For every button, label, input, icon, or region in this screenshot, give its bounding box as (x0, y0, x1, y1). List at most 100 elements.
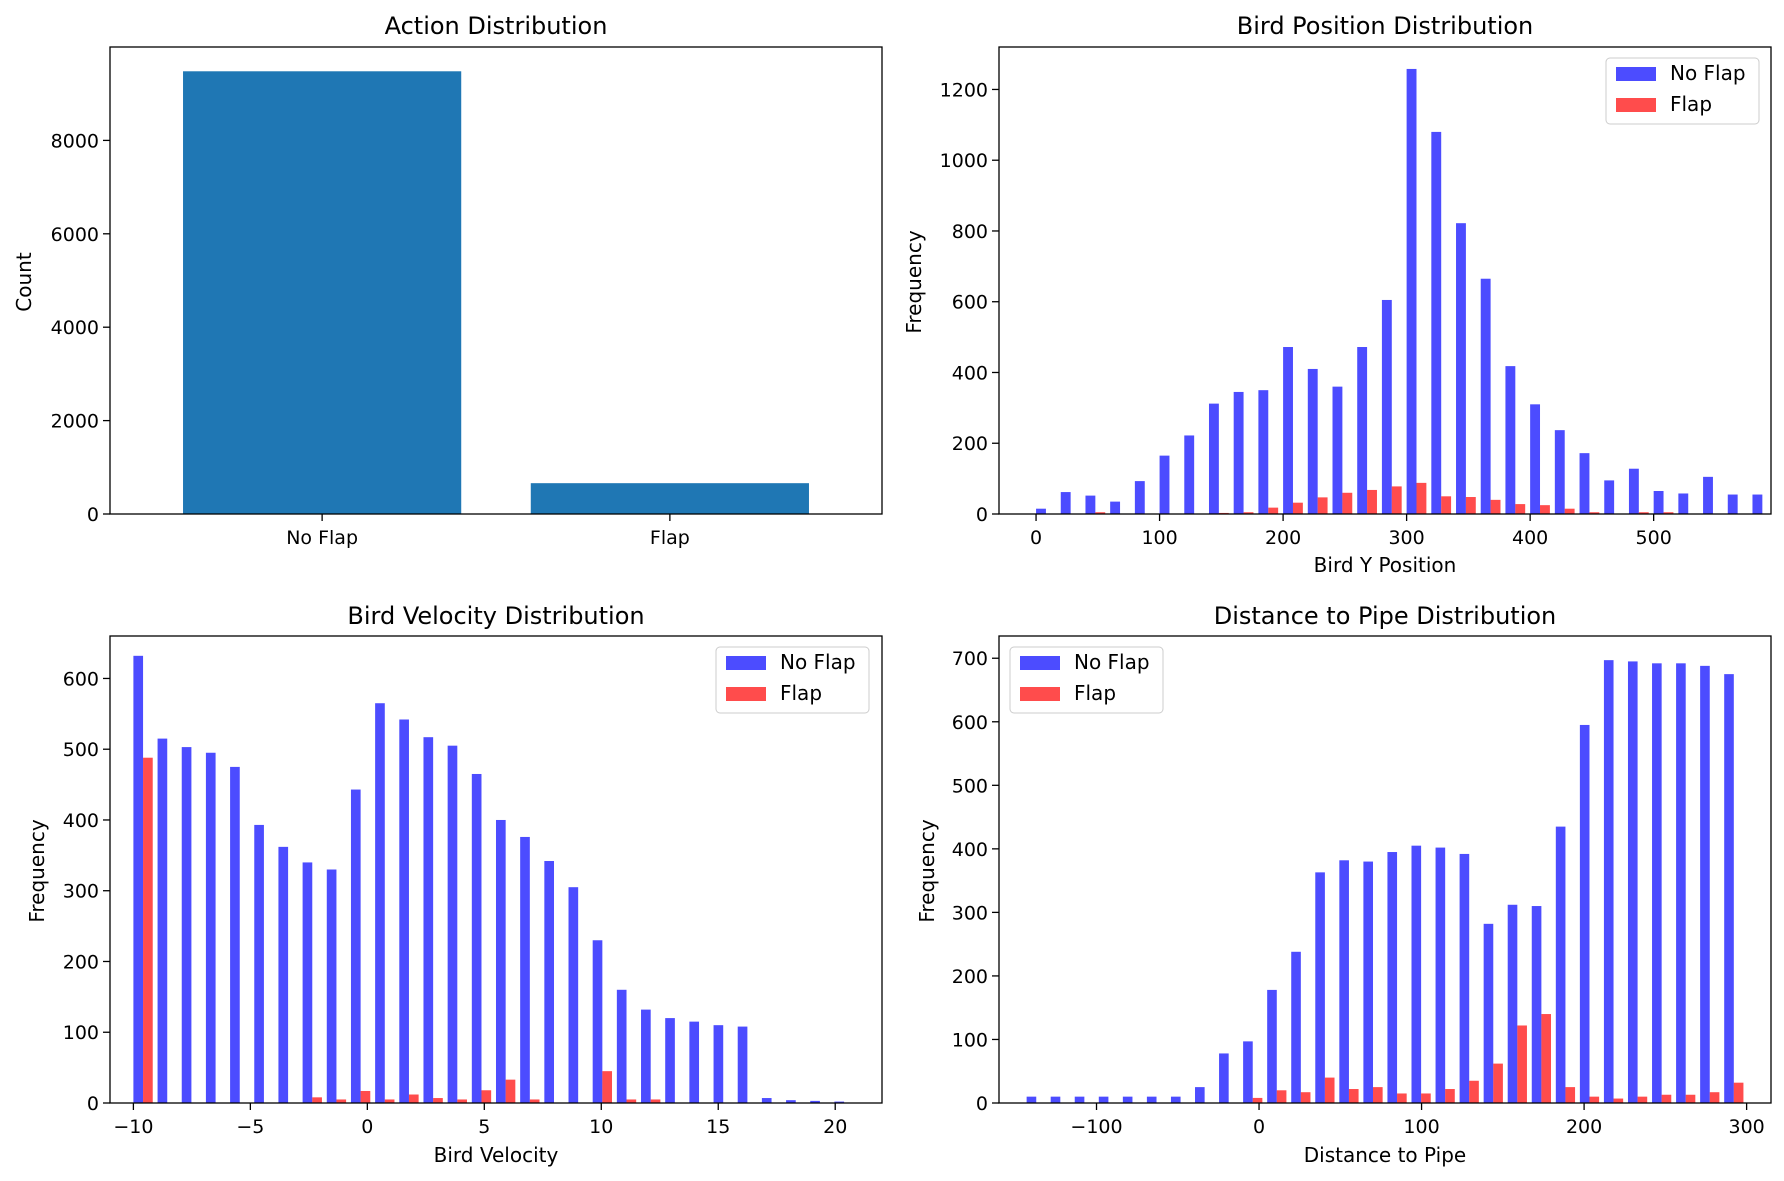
bar-flap (1300, 1092, 1311, 1103)
panel-title: Action Distribution (385, 12, 608, 40)
bar-flap (1441, 496, 1452, 514)
y-tick-label: 600 (63, 668, 99, 690)
x-tick-label: −5 (236, 1116, 264, 1138)
bar-flap (1391, 486, 1402, 514)
y-axis-label: Count (12, 252, 36, 312)
panel-title: Bird Position Distribution (1237, 12, 1534, 40)
y-tick-label: 0 (87, 1093, 99, 1115)
bar-no-flap (1483, 923, 1494, 1103)
y-tick-label: 300 (63, 881, 99, 903)
action-distribution-panel: Action Distribution Count 0 2000 4000 6000 8… (12, 12, 883, 549)
bar-no-flap (1431, 131, 1442, 514)
y-tick-label: 100 (952, 1029, 988, 1051)
bar-flap (384, 1099, 395, 1103)
bar-no-flap (1060, 492, 1071, 514)
bar-no-flap (1752, 494, 1763, 514)
bar-no-flap (1026, 1096, 1037, 1103)
bar-flap (408, 1094, 419, 1103)
bar-no-flap (1233, 391, 1244, 514)
bar-no-flap (471, 773, 482, 1103)
bar-flap (1661, 1094, 1672, 1103)
bar-no-flap (1628, 468, 1639, 514)
bar-flap (1252, 1097, 1263, 1103)
bar-no-flap (1110, 501, 1121, 514)
x-axis-label: Bird Velocity (434, 1143, 559, 1167)
y-tick-label: 300 (952, 902, 988, 924)
bar-no-flap (326, 869, 337, 1103)
legend-swatch-flap (1020, 687, 1060, 701)
bird-position-distribution-panel: Bird Position Distribution Frequency Bir… (902, 12, 1772, 577)
bar-no-flap (1555, 826, 1566, 1103)
bar-flap (1613, 1098, 1624, 1103)
bar-flap (1243, 512, 1254, 514)
bar-no-flap (1678, 493, 1689, 514)
bar-no-flap (1159, 455, 1170, 514)
bar-flap (1565, 1087, 1576, 1103)
bar-flap (336, 1099, 347, 1103)
y-axis-label: Frequency (902, 230, 926, 333)
bar-no-flap (1459, 853, 1470, 1103)
bar-no-flap (592, 940, 603, 1103)
bar-no-flap (423, 737, 434, 1103)
bar-no-flap (1381, 299, 1392, 514)
bar-flap (529, 1099, 540, 1103)
y-axis-label: Frequency (915, 819, 939, 922)
y-tick-label: 600 (952, 292, 988, 314)
bar-no-flap (689, 1021, 700, 1103)
bar-flap (1324, 1077, 1335, 1103)
legend: No Flap Flap (1605, 57, 1760, 125)
y-tick-label: 200 (952, 966, 988, 988)
bar-no-flap (133, 655, 144, 1103)
bar-no-flap (834, 1101, 845, 1103)
bar-no-flap (713, 1025, 724, 1103)
bar-flap (1685, 1094, 1696, 1103)
bar-no-flap (1122, 1096, 1133, 1103)
bar-flap (1465, 497, 1476, 514)
bar-no-flap (302, 862, 313, 1103)
bar-flap (1493, 1063, 1503, 1103)
bar-flap (1421, 1093, 1431, 1103)
bar-flap (1292, 502, 1303, 514)
y-tick-label: 0 (87, 504, 99, 526)
plot-marks: 0 100 200 300 400 500 600 700 −100 0 100 200 300 (952, 648, 1765, 1138)
bar-no-flap (1208, 403, 1219, 514)
bar-no-flap (1387, 852, 1398, 1103)
x-tick-label: Flap (650, 527, 690, 549)
bar-no-flap (1411, 845, 1422, 1103)
bar-no-flap (1406, 68, 1417, 514)
bar-flap (1469, 1080, 1479, 1103)
bar-no-flap (1703, 476, 1713, 514)
bar-flap (1589, 512, 1600, 514)
legend: No Flap Flap (1009, 646, 1164, 714)
plot-marks: 0 100 200 300 400 500 600 −10 −5 0 5 10 15 20 (63, 655, 847, 1138)
bar-no-flap (786, 1100, 796, 1103)
bar-no-flap (810, 1100, 820, 1103)
bar-no-flap (157, 738, 168, 1103)
x-tick-label: 15 (706, 1116, 730, 1138)
x-tick-label: 0 (1253, 1116, 1265, 1138)
bar-no-flap (1676, 663, 1686, 1103)
bar-no-flap (1357, 347, 1368, 514)
y-tick-label: 0 (976, 1093, 988, 1115)
y-tick-label: 200 (63, 951, 99, 973)
bar-no-flap (1074, 1096, 1085, 1103)
bar-flap (1517, 1025, 1527, 1103)
bar-flap (1445, 1089, 1455, 1103)
bar-no-flap (665, 1018, 675, 1103)
y-tick-label: 400 (952, 362, 988, 384)
bar-no-flap (1050, 1096, 1061, 1103)
bar-no-flap (1653, 491, 1664, 514)
x-tick-label: 300 (1728, 1116, 1764, 1138)
bar-flap (312, 1097, 322, 1103)
bar-flap (1276, 1090, 1287, 1103)
bar-flap (1397, 1093, 1407, 1103)
bar-flap (1373, 1087, 1383, 1103)
y-tick-label: 8000 (51, 130, 99, 152)
plot-frame (109, 46, 883, 515)
x-tick-label: 5 (478, 1116, 490, 1138)
bar-no-flap (447, 745, 458, 1103)
distance-to-pipe-distribution-panel: Distance to Pipe Distribution Frequency … (915, 602, 1772, 1167)
y-tick-label: 500 (952, 775, 988, 797)
y-tick-label: 500 (63, 739, 99, 761)
